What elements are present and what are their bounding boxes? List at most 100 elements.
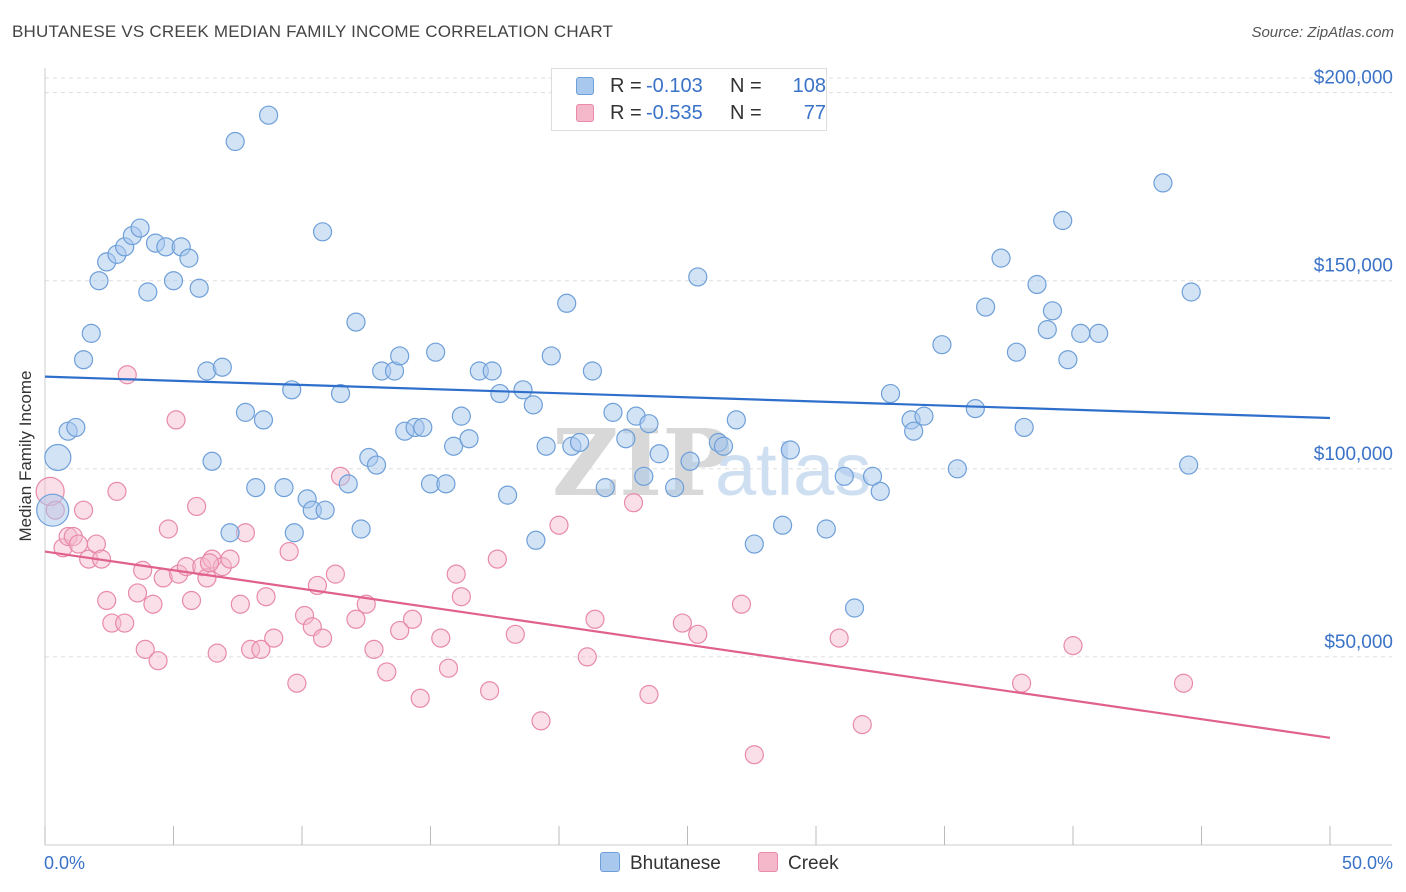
bhutanese-point — [202, 451, 222, 471]
y-tick-label: $150,000 — [1314, 256, 1393, 277]
creek-point — [431, 628, 451, 648]
bhutanese-point — [616, 429, 636, 449]
bhutanese-point — [1006, 342, 1027, 362]
creek-point — [531, 711, 551, 731]
bhutanese-point — [1071, 323, 1091, 343]
bhutanese-point — [870, 481, 890, 501]
creek-point — [672, 613, 692, 633]
creek-point — [58, 526, 78, 547]
bhutanese-point — [744, 534, 764, 554]
bhutanese-point — [212, 357, 232, 377]
bhutanese-point — [413, 417, 433, 438]
bhutanese-point — [965, 399, 985, 419]
creek-point — [505, 624, 525, 644]
bhutanese-point — [991, 248, 1011, 268]
bhutanese-point — [844, 598, 865, 618]
bhutanese-point — [523, 395, 543, 415]
bhutanese-point — [225, 131, 245, 152]
bhutanese-point — [1153, 173, 1173, 193]
creek-point — [364, 639, 384, 659]
bhutanese-point — [498, 485, 518, 505]
bhutanese-point — [220, 523, 240, 543]
creek-point — [86, 534, 107, 554]
bhutanese-points — [36, 105, 1201, 618]
bhutanese-point — [253, 410, 274, 430]
creek-point — [446, 564, 466, 584]
trend-lines — [44, 375, 1331, 739]
creek-point — [731, 594, 752, 614]
correlation-legend: R = -0.103 N = 108 R = -0.535 N = 77 — [551, 68, 827, 131]
creek-point — [220, 549, 240, 569]
n-value: 108 — [792, 75, 826, 97]
bhutanese-point — [189, 278, 209, 298]
bhutanese-point — [81, 323, 101, 343]
bhutanese-point — [73, 350, 94, 370]
bhutanese-point — [459, 429, 479, 449]
bhutanese-point — [536, 436, 556, 456]
creek-point — [181, 590, 202, 611]
bhutanese-point — [351, 519, 371, 539]
bhutanese-point — [665, 478, 685, 498]
bhutanese-swatch — [576, 77, 594, 95]
y-axis-label: Median Family Income — [16, 370, 35, 542]
r-label: R = — [610, 75, 642, 97]
creek-point — [143, 594, 163, 614]
bhutanese-point — [338, 474, 358, 494]
bhutanese-point — [426, 342, 446, 362]
bhutanese-point — [346, 312, 366, 332]
bhutanese-point — [1181, 282, 1201, 302]
creek-points — [35, 365, 1194, 765]
bhutanese-point — [89, 271, 109, 291]
creek-point — [127, 583, 148, 603]
creek-point — [623, 493, 644, 513]
chart-title: BHUTANESE VS CREEK MEDIAN FAMILY INCOME … — [12, 22, 614, 41]
bhutanese-point — [1037, 320, 1057, 340]
bhutanese-point — [390, 346, 410, 366]
bhutanese-point — [582, 361, 603, 381]
bhutanese-point — [1042, 301, 1063, 321]
y-tick-label: $50,000 — [1324, 632, 1393, 653]
bhutanese-point — [713, 436, 734, 456]
bhutanese-point — [330, 383, 351, 404]
bhutanese-point — [1014, 417, 1034, 438]
bhutanese-point — [36, 493, 70, 527]
bhutanese-swatch — [600, 852, 620, 872]
bhutanese-point — [451, 406, 471, 426]
bhutanese-point — [1058, 350, 1078, 370]
creek-point — [241, 639, 261, 659]
creek-point — [199, 553, 220, 573]
bhutanese-point — [235, 402, 256, 422]
bhutanese-point — [947, 459, 967, 479]
bhutanese-point — [366, 455, 387, 475]
bhutanese-point — [649, 444, 669, 464]
bhutanese-point — [557, 293, 577, 313]
x-tick-label-max: 50.0% — [1342, 853, 1393, 873]
bhutanese-point — [595, 478, 615, 498]
creek-point — [117, 365, 137, 385]
bhutanese-point — [932, 335, 952, 355]
creek-point — [135, 639, 155, 659]
bhutanese-point — [914, 406, 934, 426]
bhutanese-point — [179, 248, 199, 268]
creek-swatch — [758, 852, 778, 872]
creek-point — [487, 549, 507, 569]
creek-point — [115, 613, 135, 633]
creek-point — [1063, 636, 1083, 656]
creek-point — [166, 410, 186, 430]
n-label: N = — [730, 75, 762, 97]
bhutanese-point — [780, 440, 800, 460]
source-label: Source: ZipAtlas.com — [1251, 24, 1394, 41]
bhutanese-point — [816, 519, 836, 539]
creek-point — [1173, 673, 1194, 693]
r-value: -0.103 — [646, 75, 703, 97]
bhutanese-point — [688, 267, 708, 287]
bottom-legend-bhutanese: Bhutanese — [600, 852, 721, 875]
creek-point — [346, 609, 366, 629]
creek-point — [1011, 673, 1032, 693]
r-value: -0.535 — [646, 102, 703, 124]
creek-point — [402, 609, 423, 629]
creek-point — [148, 651, 168, 671]
bhutanese-point — [482, 361, 502, 381]
bhutanese-point — [1179, 455, 1199, 475]
